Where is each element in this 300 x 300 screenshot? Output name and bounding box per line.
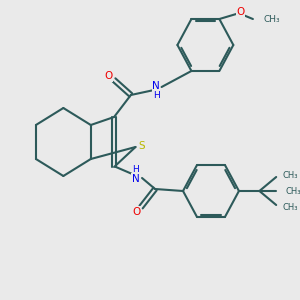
Text: O: O [237,7,245,17]
Text: H: H [153,91,159,100]
Text: S: S [139,141,145,151]
Text: CH₃: CH₃ [286,187,300,196]
Text: CH₃: CH₃ [263,14,280,23]
Text: O: O [104,71,112,81]
Text: CH₃: CH₃ [283,170,298,179]
Text: H: H [132,166,139,175]
Text: O: O [132,207,141,217]
Text: N: N [152,81,160,91]
Text: CH₃: CH₃ [283,202,298,211]
Text: N: N [132,174,140,184]
